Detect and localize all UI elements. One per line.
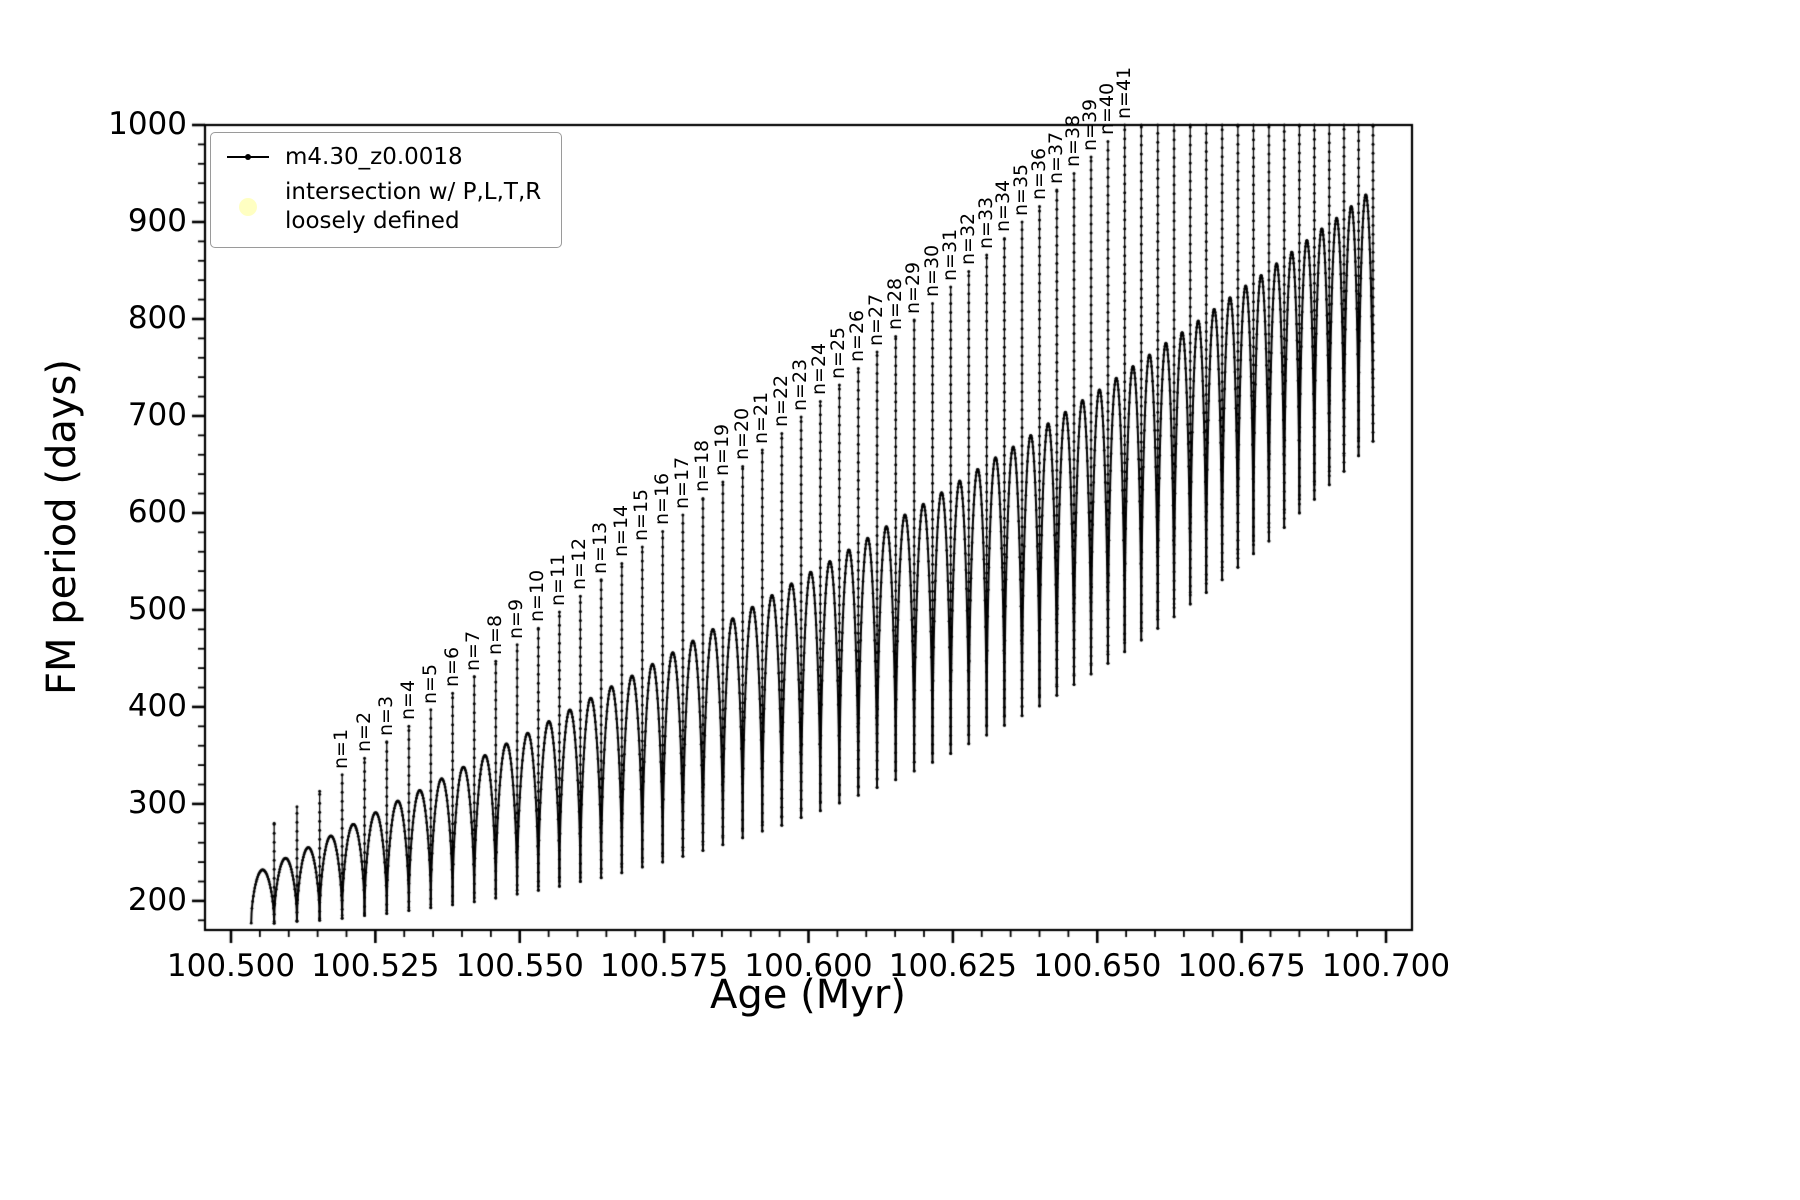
spike-annotation: n=2: [352, 712, 375, 753]
x-tick-label: 100.575: [600, 948, 729, 984]
x-axis-label: Age (Myr): [710, 972, 906, 1018]
y-tick-label: 800: [127, 299, 187, 336]
spike-annotation: n=20: [730, 408, 753, 461]
spike-annotation: n=7: [462, 630, 485, 671]
spike-annotation: n=9: [505, 598, 528, 639]
spike-annotation: n=12: [568, 538, 591, 591]
spike-annotation: n=41: [1112, 66, 1135, 119]
spike-annotation: n=21: [750, 391, 773, 444]
spike-annotation: n=18: [690, 440, 713, 493]
spike-annotation: n=14: [609, 505, 632, 558]
spike-annotation: n=1: [330, 728, 353, 769]
x-tick-label: 100.600: [744, 948, 873, 984]
legend-label-intersection: intersection w/ P,L,T,R loosely defined: [285, 178, 542, 234]
y-tick-label: 700: [127, 396, 187, 433]
dot-marker: [239, 197, 257, 216]
x-tick-label: 100.650: [1033, 948, 1162, 984]
spike-annotation: n=16: [650, 473, 673, 526]
spike-annotation: n=4: [396, 680, 419, 721]
legend-label-series: m4.30_z0.0018: [285, 144, 463, 170]
legend: m4.30_z0.0018 intersection w/ P,L,T,R lo…: [210, 132, 563, 249]
spike-annotation: n=19: [710, 423, 733, 476]
spike-annotation: n=13: [589, 521, 612, 574]
x-tick-label: 100.500: [166, 948, 296, 984]
spike-annotation: n=17: [670, 456, 693, 509]
line-dot-marker: [227, 154, 269, 161]
x-tick-label: 100.625: [888, 948, 1017, 984]
y-tick-label: 600: [127, 493, 187, 530]
spike-annotation: n=6: [440, 647, 463, 688]
y-tick-label: 500: [127, 590, 187, 627]
spike-annotation: n=8: [483, 615, 506, 656]
y-tick-label: 300: [127, 784, 187, 821]
x-tick-label: 100.525: [311, 948, 440, 984]
spike-annotation: n=22: [769, 375, 792, 428]
legend-entry-series: m4.30_z0.0018: [225, 143, 541, 172]
y-tick-label: 1000: [108, 106, 187, 142]
x-tick-label: 100.675: [1177, 948, 1306, 984]
spike-annotation: n=3: [374, 695, 397, 736]
spike-annotation: n=11: [547, 553, 570, 606]
spike-annotation: n=5: [418, 663, 441, 704]
legend-entry-intersection: intersection w/ P,L,T,R loosely defined: [225, 178, 541, 236]
x-tick-label: 100.550: [455, 948, 584, 984]
x-tick-label: 100.700: [1321, 948, 1451, 984]
y-tick-label: 900: [127, 202, 187, 239]
spike-annotation: n=15: [630, 488, 653, 541]
y-tick-label: 200: [127, 881, 187, 918]
y-tick-label: 400: [127, 687, 187, 724]
spike-annotation: n=10: [526, 570, 549, 623]
